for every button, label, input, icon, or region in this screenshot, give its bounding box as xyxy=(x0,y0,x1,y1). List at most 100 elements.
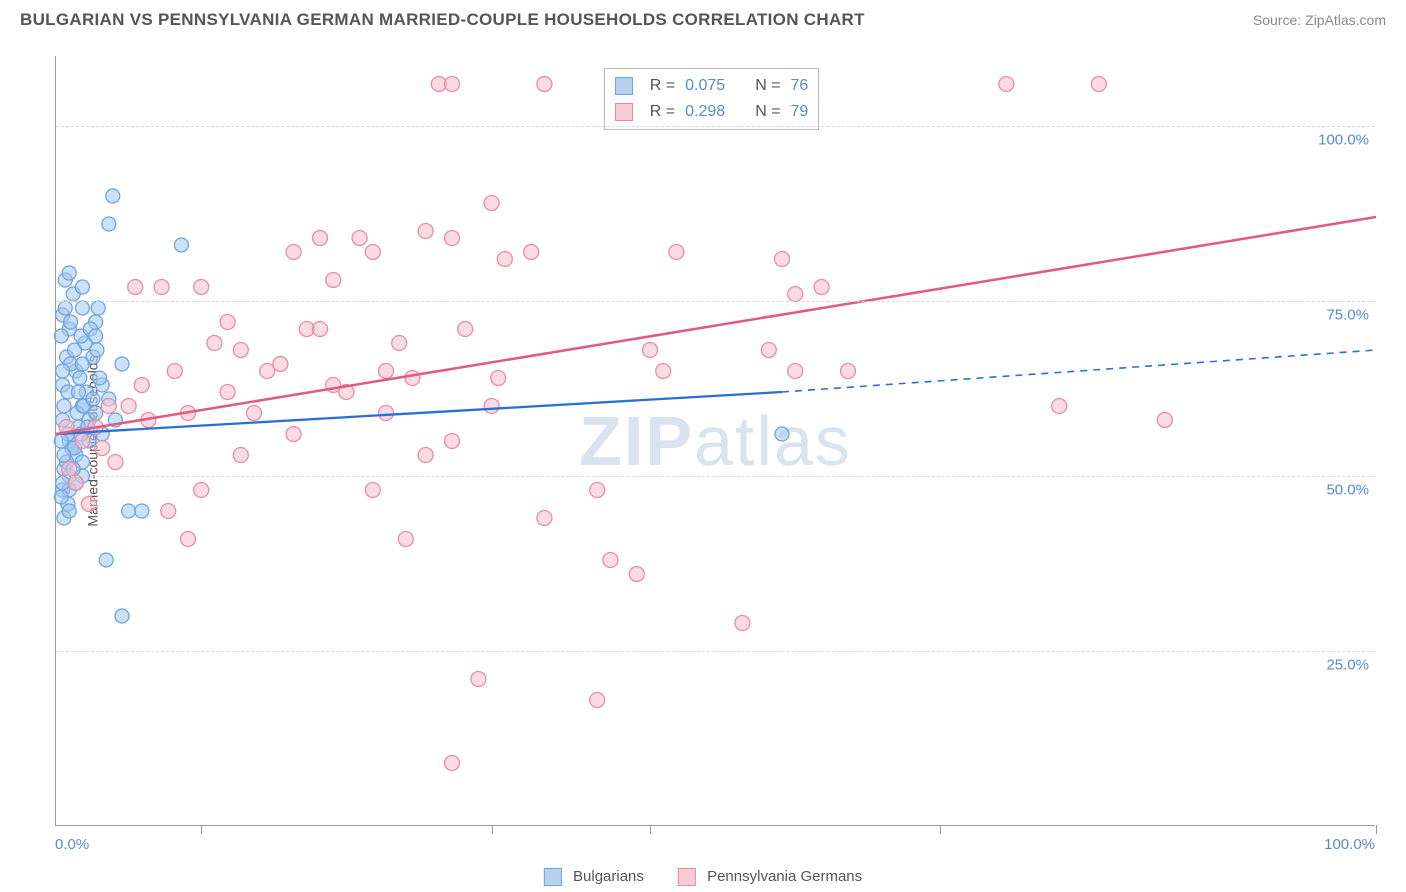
scatter-point xyxy=(95,441,110,456)
scatter-point xyxy=(106,189,120,203)
scatter-point xyxy=(62,462,77,477)
x-max-label: 100.0% xyxy=(1324,836,1375,853)
scatter-point xyxy=(93,371,107,385)
scatter-point xyxy=(56,476,70,490)
scatter-point xyxy=(365,483,380,498)
scatter-point xyxy=(286,427,301,442)
scatter-point xyxy=(761,343,776,358)
gridline xyxy=(56,651,1375,652)
scatter-point xyxy=(1157,413,1172,428)
scatter-point xyxy=(75,357,89,371)
trend-line xyxy=(56,217,1376,434)
scatter-point xyxy=(775,252,790,267)
y-tick-label: 50.0% xyxy=(1326,482,1369,499)
scatter-point xyxy=(89,329,103,343)
series-legend: Bulgarians Pennsylvania Germans xyxy=(544,868,862,886)
scatter-point xyxy=(115,357,129,371)
n-label: N = xyxy=(755,77,780,95)
scatter-point xyxy=(445,756,460,771)
r-label: R = xyxy=(650,77,675,95)
scatter-point xyxy=(122,504,136,518)
scatter-point xyxy=(62,266,76,280)
n-value: 79 xyxy=(791,103,809,121)
scatter-point xyxy=(365,245,380,260)
legend-item: Pennsylvania Germans xyxy=(678,868,862,886)
scatter-point xyxy=(352,231,367,246)
legend-label: Pennsylvania Germans xyxy=(707,868,862,885)
scatter-point xyxy=(233,448,248,463)
scatter-point xyxy=(379,364,394,379)
scatter-point xyxy=(54,329,68,343)
chart-container: Married-couple Households ZIPatlas R = 0… xyxy=(45,46,1385,836)
scatter-point xyxy=(841,364,856,379)
x-tick xyxy=(650,825,651,834)
scatter-point xyxy=(418,224,433,239)
legend-item: Bulgarians xyxy=(544,868,644,886)
stats-legend-row: R = 0.075 N = 76 xyxy=(615,73,809,99)
scatter-point xyxy=(75,434,90,449)
scatter-point xyxy=(326,273,341,288)
scatter-point xyxy=(273,357,288,372)
scatter-point xyxy=(788,364,803,379)
legend-swatch xyxy=(615,103,633,121)
scatter-point xyxy=(471,672,486,687)
scatter-point xyxy=(445,77,460,92)
scatter-point xyxy=(286,245,301,260)
scatter-point xyxy=(121,399,136,414)
scatter-point xyxy=(484,399,499,414)
scatter-point xyxy=(643,343,658,358)
scatter-point xyxy=(537,77,552,92)
scatter-point xyxy=(86,392,100,406)
scatter-point xyxy=(174,238,188,252)
scatter-point xyxy=(181,532,196,547)
scatter-point xyxy=(313,322,328,337)
scatter-point xyxy=(418,448,433,463)
source-label: Source: ZipAtlas.com xyxy=(1253,12,1386,28)
scatter-point xyxy=(194,483,209,498)
scatter-point xyxy=(1091,77,1106,92)
scatter-point xyxy=(379,406,394,421)
scatter-point xyxy=(68,476,83,491)
scatter-point xyxy=(108,455,123,470)
x-origin-label: 0.0% xyxy=(55,836,89,856)
scatter-point xyxy=(656,364,671,379)
stats-legend-row: R = 0.298 N = 79 xyxy=(615,99,809,125)
stats-legend: R = 0.075 N = 76 R = 0.298 N = 79 xyxy=(604,68,820,130)
scatter-point xyxy=(497,252,512,267)
x-tick xyxy=(1376,825,1377,834)
scatter-point xyxy=(220,385,235,400)
scatter-point xyxy=(91,301,105,315)
scatter-point xyxy=(491,371,506,386)
plot-area: ZIPatlas R = 0.075 N = 76 R = 0.298 N = … xyxy=(55,56,1375,826)
scatter-point xyxy=(313,231,328,246)
scatter-point xyxy=(99,553,113,567)
scatter-point xyxy=(669,245,684,260)
scatter-point xyxy=(82,497,97,512)
scatter-point xyxy=(788,287,803,302)
scatter-point xyxy=(58,301,72,315)
scatter-point xyxy=(101,399,116,414)
r-value: 0.298 xyxy=(685,103,725,121)
r-value: 0.075 xyxy=(685,77,725,95)
scatter-point xyxy=(524,245,539,260)
scatter-point xyxy=(590,483,605,498)
scatter-point xyxy=(458,322,473,337)
scatter-point xyxy=(90,343,104,357)
scatter-point xyxy=(398,532,413,547)
scatter-point xyxy=(207,336,222,351)
r-label: R = xyxy=(650,103,675,121)
trend-line xyxy=(56,392,782,434)
y-tick-label: 25.0% xyxy=(1326,657,1369,674)
scatter-point xyxy=(220,315,235,330)
scatter-point xyxy=(603,553,618,568)
scatter-point xyxy=(128,280,143,295)
scatter-point xyxy=(629,567,644,582)
scatter-point xyxy=(75,280,89,294)
scatter-point xyxy=(73,371,87,385)
gridline xyxy=(56,476,1375,477)
legend-swatch xyxy=(678,868,696,886)
scatter-point xyxy=(735,616,750,631)
scatter-point xyxy=(71,385,85,399)
x-tick xyxy=(492,825,493,834)
scatter-point xyxy=(445,434,460,449)
